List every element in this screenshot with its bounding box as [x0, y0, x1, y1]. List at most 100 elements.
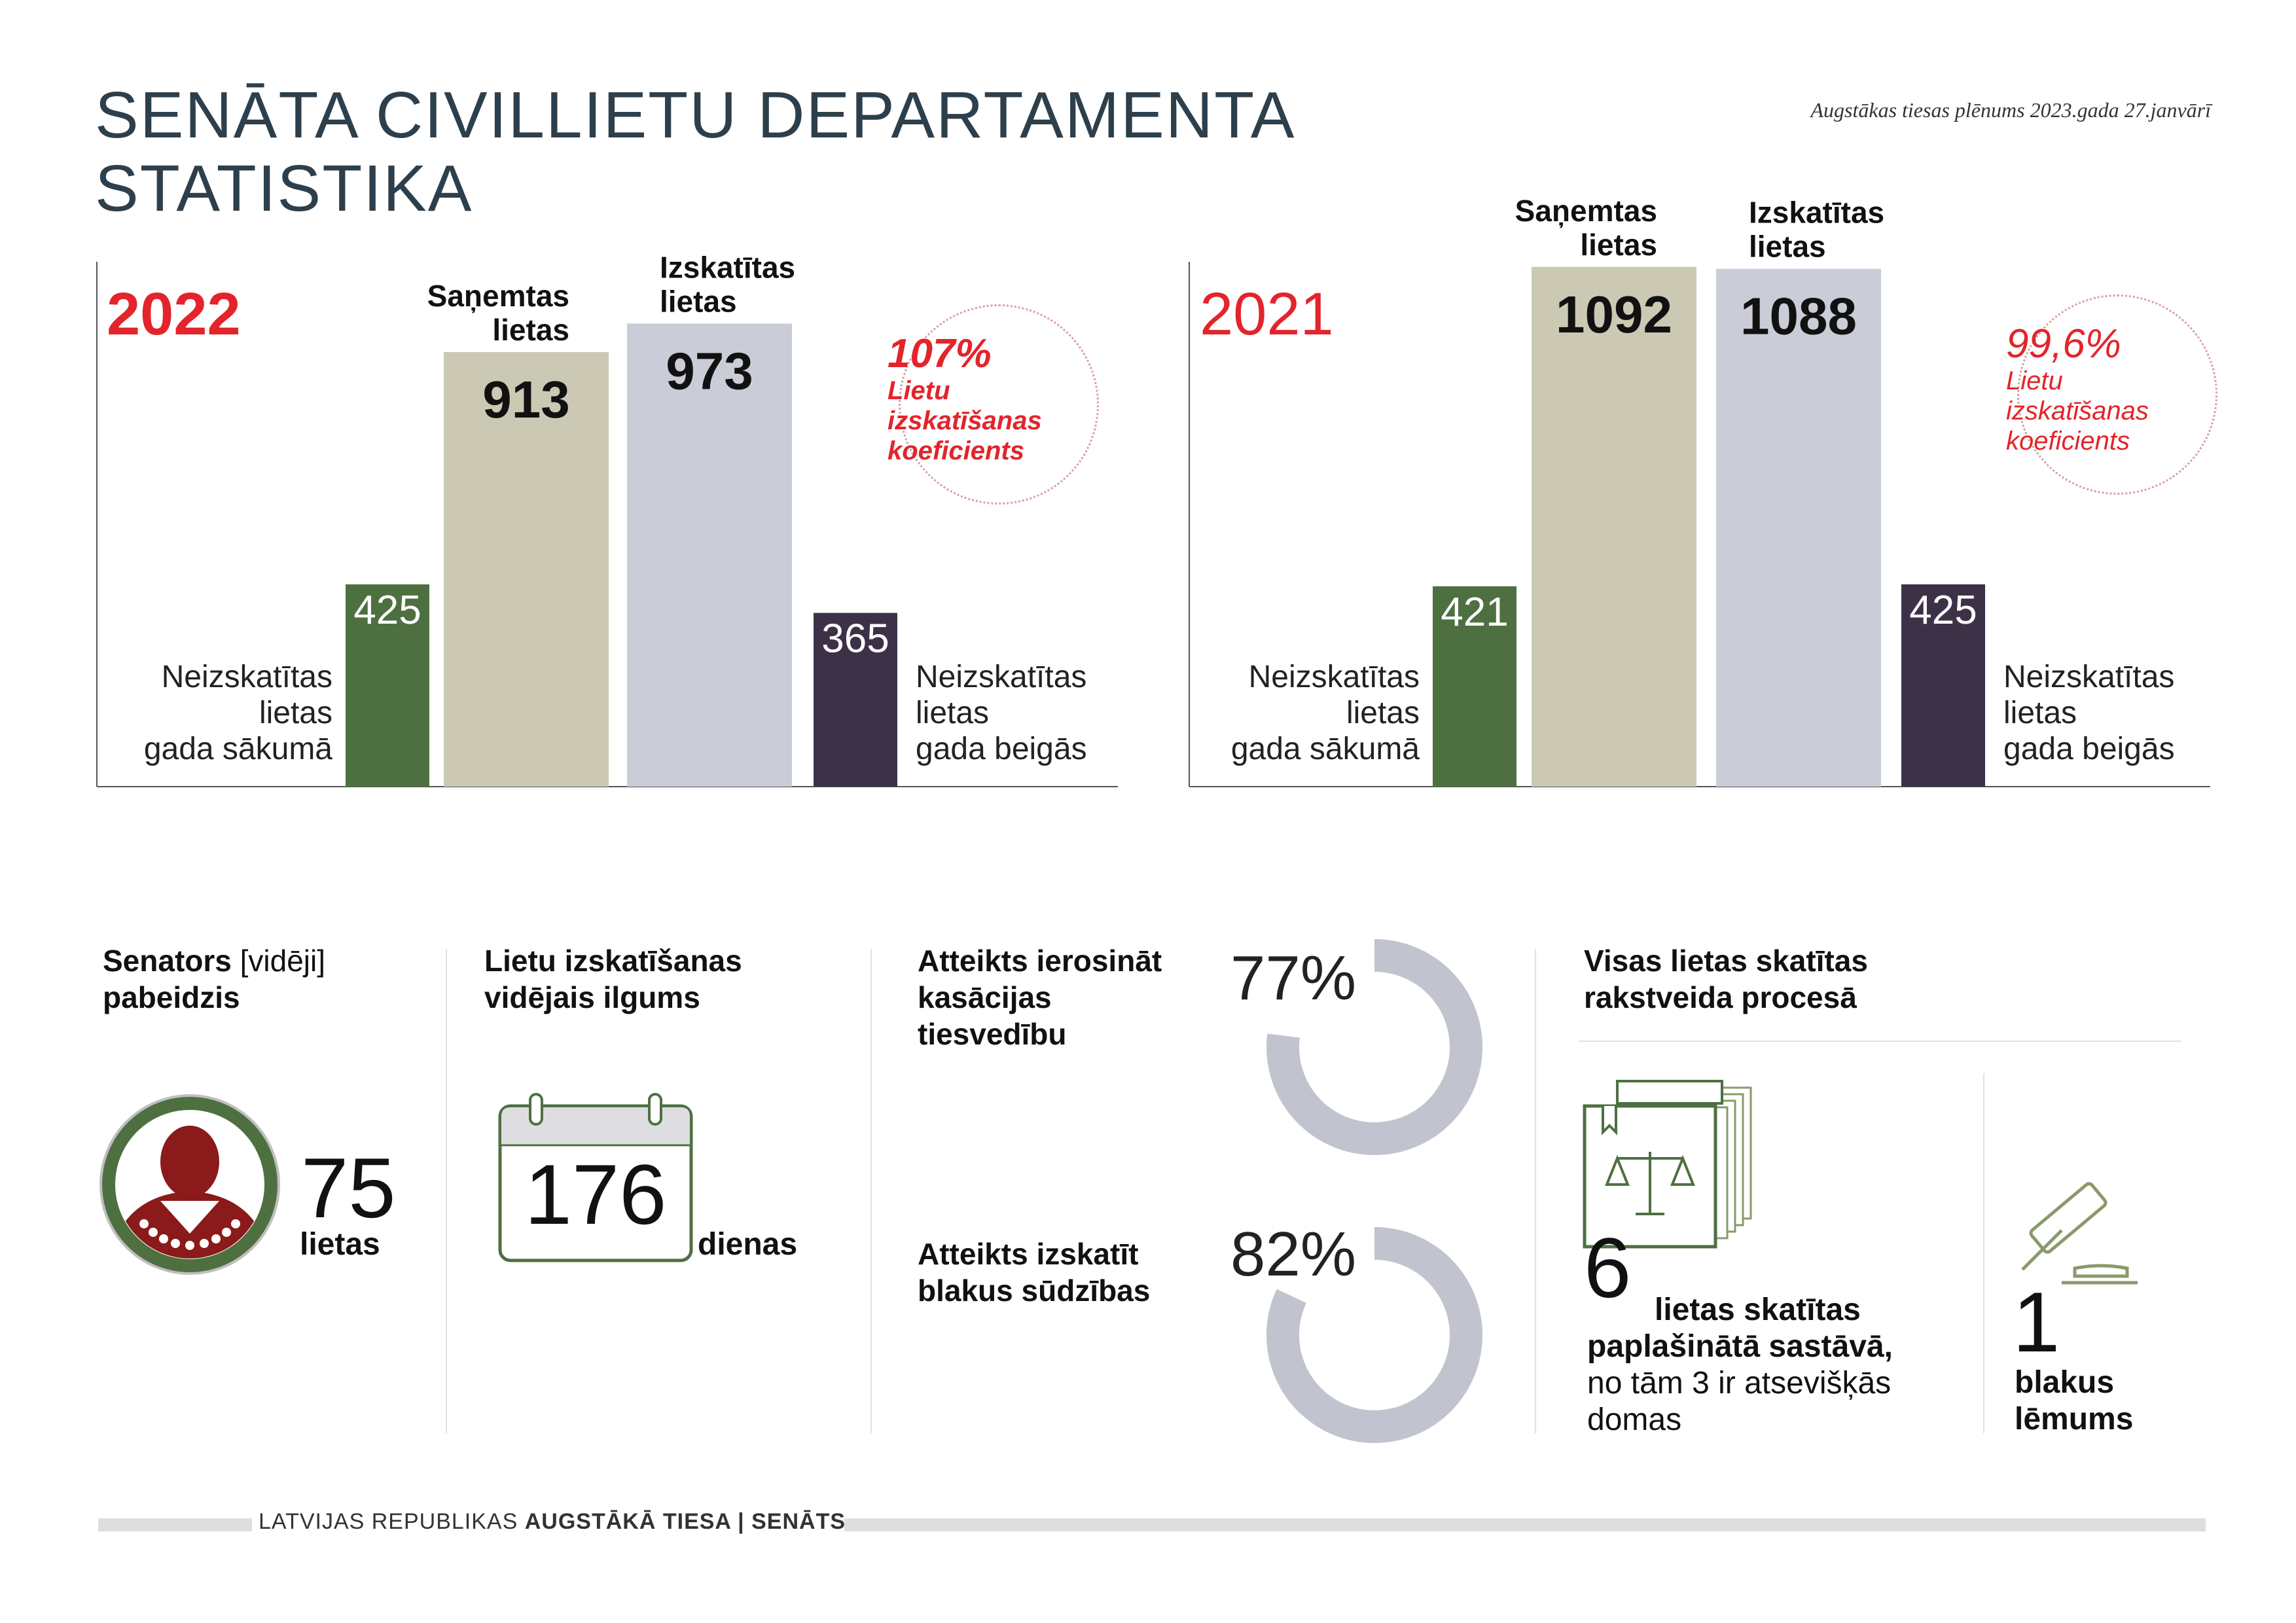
divider [1535, 949, 1536, 1433]
senator-title-line2: pabeidzis [103, 980, 240, 1014]
reviewed-header: Izskatītas [1749, 196, 1884, 230]
expanded-text-line2: paplašinātā sastāvā, [1587, 1329, 1893, 1364]
bar-value-label: 425 [1909, 588, 1977, 633]
footer: LATVIJAS REPUBLIKAS AUGSTĀKĀ TIESA | SEN… [259, 1509, 846, 1535]
page-title-line2: STATISTIKA [95, 152, 473, 225]
bar-value-label: 1092 [1556, 285, 1672, 344]
bar [444, 352, 609, 787]
year-label: 2021 [1200, 281, 1334, 348]
written-title: Visas lietas skatītas rakstveida procesā [1584, 942, 1868, 1016]
divider [446, 949, 447, 1433]
side-decision-value: 1 [2013, 1274, 2060, 1370]
written-title-line1: Visas lietas skatītas [1584, 944, 1868, 978]
expanded-text-line4: domas [1587, 1402, 1682, 1437]
calendar-icon [498, 1093, 693, 1262]
end-label: gada beigās [2003, 732, 2175, 766]
written-title-line2: rakstveida procesā [1584, 980, 1857, 1014]
reviewed-header: lietas [1749, 230, 1826, 264]
coefficient-label: koeficients [888, 437, 1024, 465]
bar [1532, 266, 1696, 787]
footer-bar-right [844, 1518, 2206, 1531]
footer-bold: AUGSTĀKĀ TIESA | SENĀTS [524, 1509, 846, 1534]
bar [814, 613, 897, 787]
duration-title: Lietu izskatīšanas vidējais ilgums [484, 942, 742, 1016]
bar-value-label: 1088 [1740, 287, 1857, 346]
bar [346, 584, 429, 787]
end-label: Neizskatītas [2003, 660, 2174, 694]
senator-unit: lietas [300, 1227, 380, 1262]
coefficient-value: 99,6% [2006, 321, 2121, 366]
expanded-text-line1: lietas skatītas [1655, 1293, 1861, 1327]
received-header: lietas [1580, 228, 1657, 262]
divider [870, 949, 872, 1433]
start-label: gada sākumā [1231, 732, 1420, 766]
refusal-cassation-title: Atteikts ierosināt kasācijas tiesvedību [918, 942, 1162, 1052]
senator-icon [99, 1094, 280, 1275]
refusal-cassation-percent: 77% [1230, 943, 1357, 1013]
coefficient-label: Lietu [888, 376, 950, 405]
refusal-side-line2: blakus sūdzības [918, 1274, 1151, 1308]
coefficient-value: 107% [888, 331, 992, 376]
refusal-side-donut [1266, 1227, 1482, 1443]
side-decision-text-line1: blakus [2015, 1365, 2115, 1400]
refusal-side-line1: Atteikts izskatīt [918, 1237, 1139, 1271]
start-label: Neizskatītas [1249, 660, 1420, 694]
chart-2021: 421 1092 1088 425 Saņemtas lietas Izskatītas li… [1189, 194, 2217, 792]
start-label: gada sākumā [144, 732, 332, 766]
page-title: SENĀTA CIVILLIETU DEPARTAMENTA STATISTIK… [95, 79, 1535, 225]
end-label: lietas [2003, 696, 2077, 730]
bar [1716, 268, 1881, 787]
refusal-cassation-donut [1266, 939, 1482, 1155]
coefficient-label: izskatīšanas [888, 406, 1042, 435]
footer-bar-left [98, 1518, 252, 1531]
divider [1579, 1041, 2181, 1042]
end-label: Neizskatītas [916, 660, 1086, 694]
refusal-cassation-line3: tiesvedību [918, 1017, 1067, 1051]
chart-2022: 425 913 973 365 Saņemtas lietas Izskatītas liet… [96, 250, 1118, 792]
gavel-icon [2021, 1182, 2138, 1285]
donut-segment [1266, 939, 1482, 1155]
received-header: lietas [492, 313, 569, 347]
senator-title: Senators [vidēji] pabeidzis [103, 942, 325, 1016]
page-subtitle: Augstākas tiesas plēnums 2023.gada 27.ja… [1810, 98, 2211, 122]
end-label: gada beigās [916, 732, 1087, 766]
refusal-cassation-line2: kasācijas [918, 980, 1052, 1014]
bar-value-label: 973 [666, 342, 753, 400]
bar-value-label: 365 [821, 616, 889, 662]
start-label: lietas [259, 696, 332, 730]
senator-value: 75 [301, 1140, 396, 1236]
bar [1433, 586, 1516, 787]
bar-value-label: 421 [1441, 590, 1508, 635]
duration-unit: dienas [698, 1227, 798, 1262]
coefficient-circle: 107% Lietu izskatīšanas koeficients [888, 304, 1099, 505]
senator-title-bold: Senators [103, 944, 232, 978]
page-title-line1: SENĀTA CIVILLIETU DEPARTAMENTA [95, 79, 1296, 152]
side-decision-text-line2: lēmums [2015, 1402, 2134, 1436]
expanded-text-line3: no tām 3 ir atsevišķās [1587, 1366, 1892, 1400]
received-header: Saņemtas [427, 279, 569, 313]
divider [1983, 1073, 1984, 1433]
coefficient-label: Lietu [2006, 366, 2063, 395]
expanded-value: 6 [1584, 1220, 1632, 1315]
refusal-side-title: Atteikts izskatīt blakus sūdzības [918, 1236, 1150, 1309]
coefficient-label: izskatīšanas [2006, 397, 2149, 425]
bar-value-label: 913 [482, 370, 569, 429]
reviewed-header: lietas [660, 284, 737, 318]
senator-title-normal: [vidēji] [240, 944, 326, 978]
bar [1901, 584, 1985, 787]
side-decision-text: blakus lēmums [2015, 1364, 2133, 1438]
coefficient-circle: 99,6% Lietu izskatīšanas koeficients [2006, 294, 2217, 495]
bar [627, 323, 792, 787]
start-label: lietas [1346, 696, 1420, 730]
start-label: Neizskatītas [162, 660, 332, 694]
documents-scales-icon [1583, 1080, 1752, 1249]
bar-value-label: 425 [353, 588, 421, 633]
footer-normal: LATVIJAS REPUBLIKAS [259, 1509, 518, 1534]
received-header: Saņemtas [1515, 194, 1657, 228]
end-label: lietas [916, 696, 989, 730]
reviewed-header: Izskatītas [660, 250, 795, 284]
year-label: 2022 [107, 281, 241, 348]
donut-segment [1266, 1227, 1482, 1443]
